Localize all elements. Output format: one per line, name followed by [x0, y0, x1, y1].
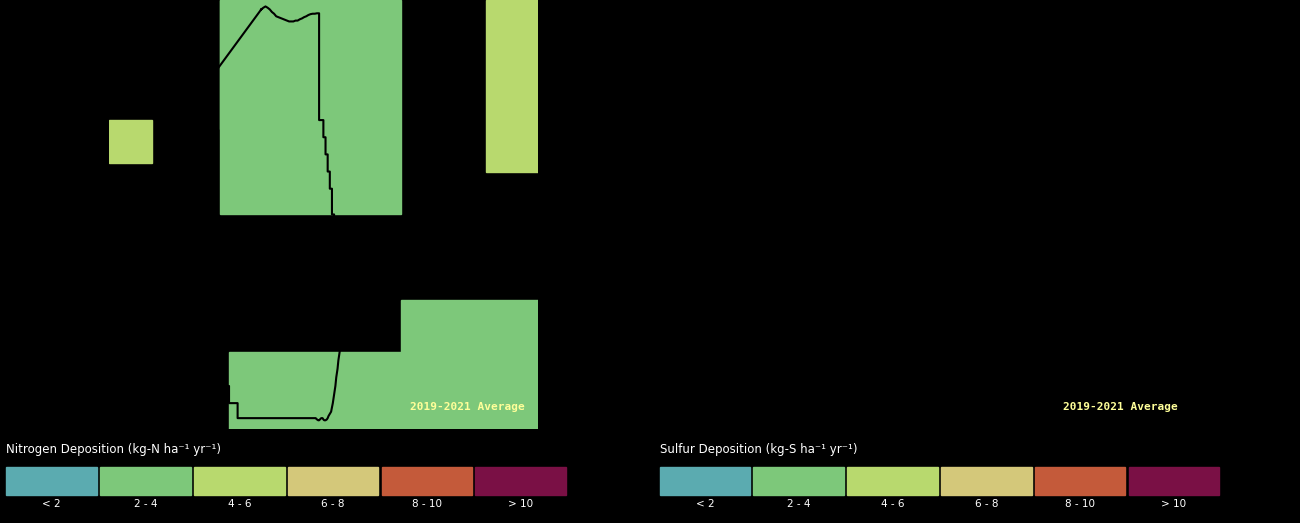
Text: < 2: < 2	[43, 499, 61, 509]
Text: 2 - 4: 2 - 4	[134, 499, 157, 509]
Text: Nitrogen Deposition (kg-N ha⁻¹ yr⁻¹): Nitrogen Deposition (kg-N ha⁻¹ yr⁻¹)	[6, 443, 221, 456]
Bar	[476, 467, 566, 495]
Bar	[382, 467, 472, 495]
Bar	[221, 0, 255, 129]
Bar	[941, 467, 1032, 495]
Text: 2 - 4: 2 - 4	[786, 499, 810, 509]
Bar	[486, 0, 538, 172]
Bar	[1128, 467, 1219, 495]
Bar	[100, 467, 191, 495]
Text: 4 - 6: 4 - 6	[881, 499, 905, 509]
Text: > 10: > 10	[508, 499, 533, 509]
Bar	[659, 467, 750, 495]
Bar	[848, 467, 937, 495]
Bar	[229, 351, 400, 429]
Bar	[109, 120, 152, 163]
Text: 4 - 6: 4 - 6	[227, 499, 251, 509]
Text: 8 - 10: 8 - 10	[1065, 499, 1095, 509]
Bar	[287, 467, 378, 495]
Text: 6 - 8: 6 - 8	[321, 499, 345, 509]
Bar	[194, 467, 285, 495]
Bar	[754, 467, 844, 495]
Bar	[6, 467, 97, 495]
Bar	[221, 0, 400, 214]
Text: Sulfur Deposition (kg-S ha⁻¹ yr⁻¹): Sulfur Deposition (kg-S ha⁻¹ yr⁻¹)	[659, 443, 857, 456]
Text: 2019-2021 Average: 2019-2021 Average	[411, 402, 525, 412]
Text: > 10: > 10	[1161, 499, 1187, 509]
Text: 6 - 8: 6 - 8	[975, 499, 998, 509]
Text: 8 - 10: 8 - 10	[412, 499, 442, 509]
Text: 2019-2021 Average: 2019-2021 Average	[1063, 402, 1178, 412]
Bar	[1035, 467, 1126, 495]
Bar	[400, 300, 538, 429]
Text: < 2: < 2	[696, 499, 714, 509]
